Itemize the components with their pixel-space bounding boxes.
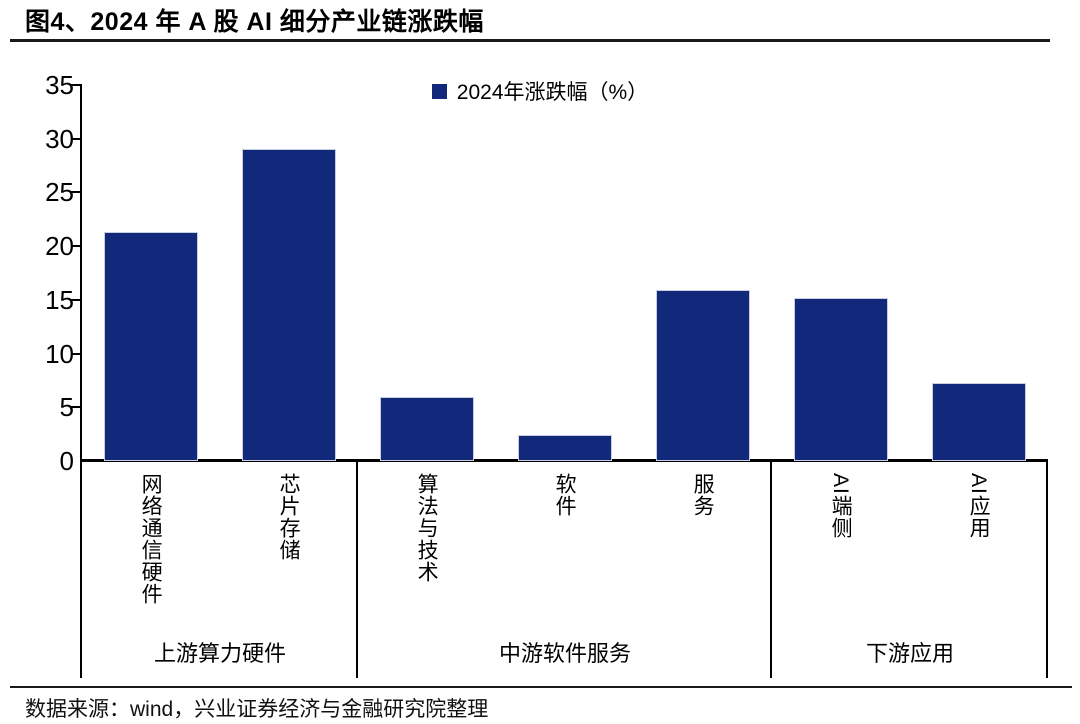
bar-芯片存储 xyxy=(242,149,336,461)
y-axis-tick-mark xyxy=(71,406,82,409)
y-axis-tick-label: 10 xyxy=(45,338,74,369)
x-axis-category-label: 服务 xyxy=(691,473,715,517)
x-axis-category-label: AI端侧 xyxy=(829,473,853,539)
y-axis-tick-mark xyxy=(71,191,82,194)
y-axis-tick-label: 15 xyxy=(45,284,74,315)
y-axis-tick-label: 0 xyxy=(59,446,74,476)
bar-服务 xyxy=(656,290,750,461)
y-axis-tick-mark xyxy=(71,245,82,248)
x-axis-category-label: 软件 xyxy=(553,473,577,517)
y-axis-line xyxy=(80,85,82,678)
data-source-note: 数据来源：wind，兴业证券经济与金融研究院整理 xyxy=(25,698,489,721)
x-axis-category-label: 芯片存储 xyxy=(277,473,301,561)
figure-title: 图4、2024 年 A 股 AI 细分产业链涨跌幅 xyxy=(25,8,484,36)
group-divider-line xyxy=(356,461,358,678)
legend-label: 2024年涨跌幅（%） xyxy=(456,81,649,104)
y-axis-tick-mark xyxy=(71,352,82,355)
y-axis-tick-mark xyxy=(71,84,82,86)
bar-算法与技术 xyxy=(380,397,474,461)
bar-AI端侧 xyxy=(794,298,888,461)
footer-divider xyxy=(10,686,1072,688)
group-label: 中游软件服务 xyxy=(498,641,632,666)
group-label: 上游算力硬件 xyxy=(153,641,287,666)
bar-AI应用 xyxy=(932,383,1026,461)
y-axis-tick-label: 30 xyxy=(45,123,74,154)
group-divider-line xyxy=(1046,461,1048,678)
x-axis-category-label: 算法与技术 xyxy=(415,473,439,583)
y-axis-tick-label: 35 xyxy=(45,70,74,100)
y-axis-tick-label: 20 xyxy=(45,231,74,262)
bar-网络通信硬件 xyxy=(104,232,198,461)
group-label: 下游应用 xyxy=(865,641,955,666)
y-axis-tick-mark xyxy=(71,298,82,301)
y-axis-tick-mark xyxy=(71,137,82,140)
chart-legend: 2024年涨跌幅（%） xyxy=(0,76,1080,106)
legend-color-swatch-icon xyxy=(431,83,447,99)
bar-软件 xyxy=(518,435,612,461)
y-axis-tick-label: 25 xyxy=(45,177,74,208)
y-axis-tick-label: 5 xyxy=(59,392,74,423)
group-divider-line xyxy=(770,461,772,678)
x-axis-category-label: 网络通信硬件 xyxy=(139,473,163,605)
title-underline xyxy=(10,39,1050,42)
x-axis-category-label: AI应用 xyxy=(967,473,991,539)
